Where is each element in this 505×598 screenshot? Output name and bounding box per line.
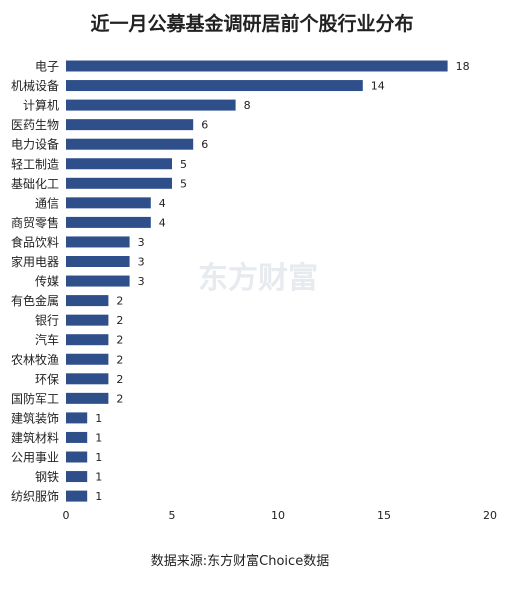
value-label: 4 — [159, 216, 166, 229]
value-label: 2 — [116, 314, 123, 327]
value-label: 2 — [116, 353, 123, 366]
value-label: 2 — [116, 392, 123, 405]
bar — [66, 99, 236, 111]
bar — [66, 216, 151, 228]
category-label: 国防军工 — [11, 391, 59, 406]
category-label: 食品饮料 — [11, 234, 59, 249]
bar — [66, 431, 88, 443]
value-label: 8 — [244, 99, 251, 112]
category-label: 传媒 — [35, 274, 59, 289]
bar — [66, 256, 130, 267]
category-label: 轻工制造 — [11, 157, 59, 171]
category-label: 农林牧渔 — [11, 353, 59, 367]
value-label: 2 — [116, 334, 123, 347]
value-label: 2 — [116, 373, 123, 386]
bar — [66, 275, 130, 287]
bar — [66, 158, 172, 170]
bar — [66, 295, 109, 307]
value-labels: 18 14 8 6 6 5 5 4 4 3 3 3 2 2 2 2 2 2 1 1 1 1 1 — [95, 60, 469, 503]
value-label: 1 — [95, 490, 102, 503]
bar — [66, 451, 88, 463]
category-label: 有色金属 — [11, 293, 59, 308]
x-tick-label: 0 — [63, 509, 70, 522]
value-label: 5 — [180, 158, 187, 171]
category-label: 机械设备 — [11, 78, 59, 93]
bar — [66, 373, 109, 385]
bar — [66, 119, 194, 131]
bars-group — [66, 60, 448, 502]
value-label: 1 — [95, 471, 102, 484]
x-axis-ticks: 0 5 10 15 20 — [63, 509, 498, 522]
value-label: 1 — [95, 431, 102, 444]
category-label: 商贸零售 — [11, 215, 59, 230]
value-label: 5 — [180, 177, 187, 190]
value-label: 3 — [138, 236, 145, 249]
x-tick-label: 20 — [483, 509, 497, 522]
category-label: 钢铁 — [35, 470, 59, 484]
category-label: 基础化工 — [11, 177, 59, 191]
bar — [66, 236, 130, 248]
value-label: 3 — [138, 275, 145, 288]
category-label: 家用电器 — [11, 254, 59, 269]
category-label: 汽车 — [35, 332, 59, 347]
watermark-logo: 东方财富 — [198, 261, 318, 296]
category-label: 电子 — [35, 60, 59, 74]
value-label: 4 — [159, 197, 166, 210]
bar — [66, 138, 194, 150]
bar — [66, 314, 109, 326]
category-label: 公用事业 — [11, 451, 59, 465]
value-label: 1 — [95, 412, 102, 425]
bar — [66, 490, 88, 502]
value-label: 14 — [371, 80, 385, 93]
bar — [66, 471, 88, 483]
category-label: 电力设备 — [11, 138, 59, 152]
category-label: 计算机 — [23, 98, 59, 113]
category-labels: 电子机械设备计算机医药生物电力设备轻工制造基础化工通信商贸零售食品饮料家用电器传… — [11, 60, 59, 504]
bar — [66, 177, 172, 189]
value-label: 1 — [95, 451, 102, 464]
category-label: 建筑材料 — [11, 430, 59, 445]
category-label: 医药生物 — [11, 118, 59, 132]
bar — [66, 80, 363, 92]
value-label: 6 — [201, 119, 208, 132]
category-label: 通信 — [35, 196, 59, 210]
x-tick-label: 5 — [169, 509, 176, 522]
category-label: 建筑装饰 — [11, 410, 59, 425]
category-label: 纺织服饰 — [11, 490, 59, 504]
value-label: 2 — [116, 295, 123, 308]
value-label: 18 — [456, 60, 470, 73]
bar — [66, 412, 88, 424]
bar — [66, 392, 109, 404]
x-tick-label: 15 — [377, 509, 391, 522]
x-tick-label: 10 — [271, 509, 285, 522]
bar — [66, 60, 448, 72]
chart-source: 数据来源:东方财富Choice数据 — [151, 553, 329, 569]
value-label: 6 — [201, 138, 208, 151]
chart-title: 近一月公募基金调研居前个股行业分布 — [90, 12, 413, 35]
value-label: 3 — [138, 256, 145, 269]
bar — [66, 353, 109, 365]
bar — [66, 197, 151, 209]
bar — [66, 334, 109, 346]
category-label: 环保 — [35, 372, 59, 386]
category-label: 银行 — [35, 314, 59, 328]
